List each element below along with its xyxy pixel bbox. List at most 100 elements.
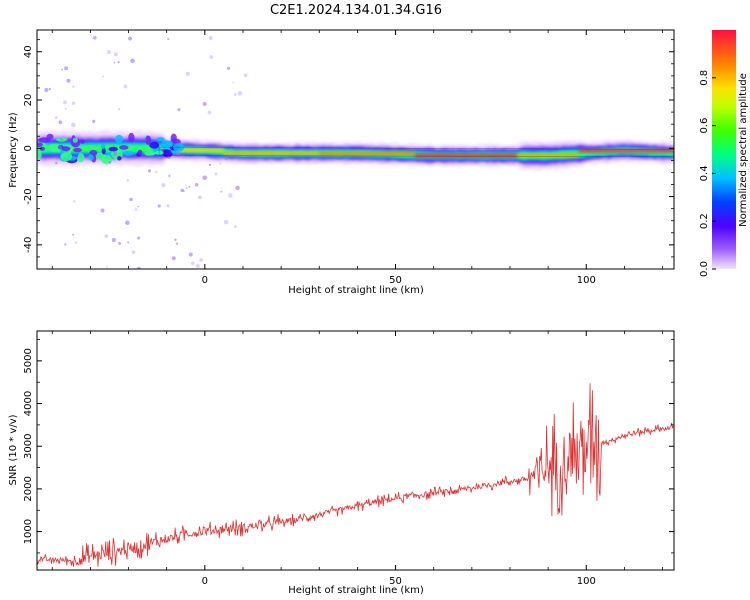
spectral-noise-dot [108, 161, 112, 164]
spectrogram-heatmap [37, 35, 674, 269]
colorbar-ticks: 0.0 0.2 0.4 0.6 0.8 [699, 70, 716, 277]
snr-frame [36, 330, 675, 571]
spectral-blob [165, 140, 174, 148]
spectral-noise-dot [228, 193, 233, 198]
x-tick-label: 100 [577, 275, 596, 286]
spectral-blob [38, 137, 51, 143]
spectral-noise-dot [125, 220, 130, 226]
spectral-noise-dot [113, 151, 117, 155]
spectral-noise-dot [175, 151, 181, 156]
spectral-blob [61, 146, 71, 152]
spectral-noise-dot [168, 174, 171, 178]
spectral-blob [37, 142, 43, 147]
spectral-noise-dot [129, 197, 133, 202]
spectral-noise-dot [48, 87, 51, 91]
y-tick-label: 20 [23, 94, 34, 107]
spectral-blob [39, 146, 46, 151]
spectral-blob [88, 154, 94, 161]
spectral-blob [77, 153, 85, 163]
spectral-noise-dot [64, 243, 67, 246]
spectral-noise-dot [73, 200, 76, 203]
spectral-noise-dot [154, 170, 158, 174]
spectral-noise-dot [137, 205, 140, 208]
spectral-noise-dot [71, 122, 76, 128]
spectral-edge [158, 146, 674, 157]
x-tick-label: 50 [389, 576, 402, 587]
spectral-noise-dot [188, 185, 191, 188]
colorbar-tick-label: 0.0 [699, 261, 710, 277]
spectral-blob [117, 156, 122, 161]
snr-ticks: 0 50 100 1000 2000 3000 4000 5000 [23, 331, 674, 587]
snr-xlabel: Height of straight line (km) [288, 585, 424, 596]
spectral-noise-dot [92, 119, 96, 124]
spectral-noise-dot [44, 87, 49, 93]
spectral-noise-dot [226, 66, 231, 70]
spectral-noise-dot [131, 250, 136, 255]
spectral-noise-dot [126, 179, 130, 182]
snr-series-line [37, 383, 674, 567]
spectral-noise-dot [177, 108, 181, 112]
spectral-noise-dot [235, 185, 240, 191]
spectrogram-ylabel: Frequency (Hz) [8, 112, 19, 188]
x-tick-label: 0 [202, 275, 208, 286]
spectral-noise-dot [104, 234, 109, 239]
y-tick-label: -40 [23, 237, 34, 253]
y-tick-label: 0 [23, 145, 34, 151]
spectral-noise-dot [74, 241, 78, 244]
spectral-noise-dot [161, 183, 166, 188]
spectral-noise-dot [188, 252, 193, 257]
spectral-blob [108, 146, 118, 152]
spectrogram-frame [36, 29, 675, 270]
spectral-noise-dot [199, 258, 204, 262]
spectral-blob [101, 144, 106, 150]
spectral-noise-dot [101, 75, 104, 78]
x-tick-label: 100 [577, 576, 596, 587]
spectral-blob [37, 149, 42, 160]
spectral-blob [137, 149, 143, 156]
spectrogram-panel: 0 50 100 -40 -20 0 20 40 Height of straight lin… [8, 29, 675, 296]
spectral-blob [73, 147, 82, 153]
spectral-blob [149, 141, 160, 149]
spectral-noise-dot [194, 182, 199, 187]
y-tick-label: 3000 [23, 434, 34, 459]
colorbar-tick-label: 0.8 [699, 70, 710, 86]
x-tick-label: 50 [389, 275, 402, 286]
spectral-noise-dot [118, 242, 122, 245]
spectral-noise-dot [61, 68, 64, 71]
spectral-noise-dot [202, 175, 207, 181]
spectral-noise-dot [237, 91, 243, 96]
spectral-noise-dot [224, 157, 228, 161]
y-tick-label: 2000 [23, 476, 34, 501]
colorbar-gradient [712, 30, 736, 269]
spectral-noise-dot [223, 219, 229, 225]
spectral-noise-dot [111, 237, 117, 243]
spectral-noise-dot [113, 52, 118, 57]
spectral-noise-dot [123, 84, 128, 89]
spectral-noise-dot [214, 172, 218, 176]
snr-plot-area [37, 331, 674, 570]
snr-panel: 0 50 100 1000 2000 3000 4000 5000 Height of str… [8, 330, 675, 596]
spectral-noise-dot [58, 120, 63, 125]
spectral-noise-dot [208, 163, 212, 167]
spectral-core [159, 148, 224, 152]
spectral-noise-dot [220, 190, 223, 193]
y-tick-label: 5000 [23, 348, 34, 373]
spectral-noise-dot [64, 107, 67, 110]
y-tick-label: 1000 [23, 519, 34, 544]
spectral-noise-dot [195, 263, 200, 268]
spectral-noise-dot [71, 101, 76, 106]
spectral-noise-dot [147, 169, 152, 173]
figure-title: C2E1.2024.134.01.34.G16 [270, 3, 442, 18]
x-tick-label: 0 [202, 576, 208, 587]
spectral-noise-dot [134, 208, 138, 211]
spectral-core [414, 153, 518, 158]
spectral-core [223, 151, 320, 155]
spectral-blob [115, 134, 124, 144]
colorbar: 0.0 0.2 0.4 0.6 0.8 Normalized spectral ampl… [699, 30, 749, 277]
spectral-noise-dot [180, 188, 184, 193]
spectral-noise-dot [60, 138, 64, 141]
y-tick-label: 40 [23, 45, 34, 58]
spectral-noise-dot [128, 36, 133, 41]
spectral-noise-dot [137, 266, 141, 269]
